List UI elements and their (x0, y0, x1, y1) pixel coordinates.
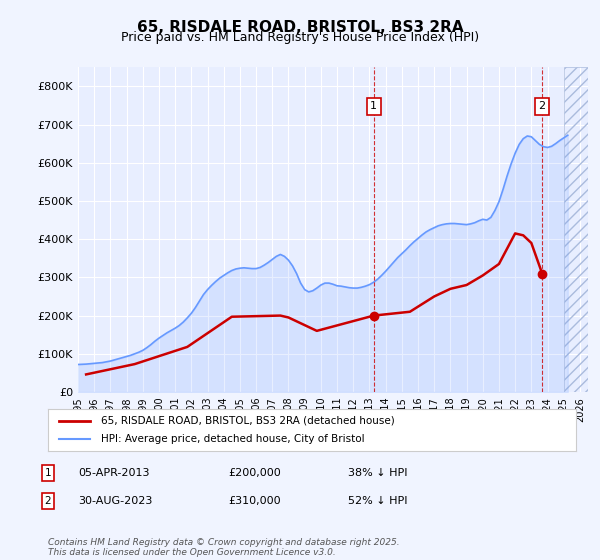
Text: 1: 1 (44, 468, 52, 478)
Text: HPI: Average price, detached house, City of Bristol: HPI: Average price, detached house, City… (101, 434, 364, 444)
Text: 65, RISDALE ROAD, BRISTOL, BS3 2RA (detached house): 65, RISDALE ROAD, BRISTOL, BS3 2RA (deta… (101, 416, 395, 426)
Text: 52% ↓ HPI: 52% ↓ HPI (348, 496, 407, 506)
Text: 2: 2 (44, 496, 52, 506)
Text: Price paid vs. HM Land Registry's House Price Index (HPI): Price paid vs. HM Land Registry's House … (121, 31, 479, 44)
Text: £310,000: £310,000 (228, 496, 281, 506)
Text: Contains HM Land Registry data © Crown copyright and database right 2025.
This d: Contains HM Land Registry data © Crown c… (48, 538, 400, 557)
Text: 38% ↓ HPI: 38% ↓ HPI (348, 468, 407, 478)
Text: 1: 1 (370, 101, 377, 111)
Text: 65, RISDALE ROAD, BRISTOL, BS3 2RA: 65, RISDALE ROAD, BRISTOL, BS3 2RA (137, 20, 463, 35)
Text: 05-APR-2013: 05-APR-2013 (78, 468, 149, 478)
Text: 2: 2 (539, 101, 546, 111)
Text: £200,000: £200,000 (228, 468, 281, 478)
Text: 30-AUG-2023: 30-AUG-2023 (78, 496, 152, 506)
